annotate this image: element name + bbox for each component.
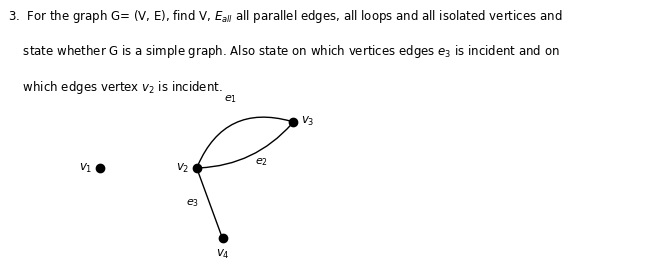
FancyArrowPatch shape	[198, 117, 291, 166]
FancyArrowPatch shape	[199, 124, 292, 168]
Text: $\mathit{v}_{3}$: $\mathit{v}_{3}$	[301, 115, 314, 128]
Text: $\mathit{e}_3$: $\mathit{e}_3$	[186, 197, 199, 209]
Text: 3.  For the graph G= (V, E), find V, $E_{all}$ all parallel edges, all loops and: 3. For the graph G= (V, E), find V, $E_{…	[8, 8, 562, 25]
Text: $\mathit{v}_{4}$: $\mathit{v}_{4}$	[215, 248, 230, 261]
Text: state whether G is a simple graph. Also state on which vertices edges $e_3$ is i: state whether G is a simple graph. Also …	[8, 43, 560, 60]
Text: $\mathit{e}_2$: $\mathit{e}_2$	[255, 157, 268, 169]
Text: $\mathit{e}_1$: $\mathit{e}_1$	[224, 93, 237, 105]
Text: $\mathit{v}_{1}$: $\mathit{v}_{1}$	[79, 162, 92, 175]
Text: $\mathit{v}_{2}$: $\mathit{v}_{2}$	[176, 162, 189, 175]
Text: which edges vertex $v_2$ is incident.: which edges vertex $v_2$ is incident.	[8, 79, 223, 96]
